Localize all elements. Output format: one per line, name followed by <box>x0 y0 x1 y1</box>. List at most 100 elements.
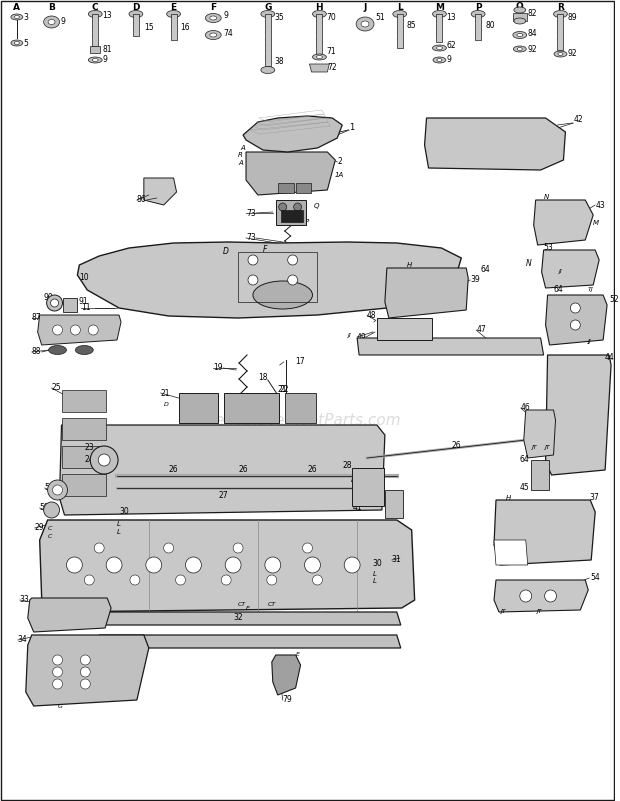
Bar <box>278 183 294 193</box>
Text: 25: 25 <box>51 384 61 392</box>
Ellipse shape <box>433 57 446 63</box>
Bar <box>61 474 106 496</box>
Ellipse shape <box>88 57 102 63</box>
Circle shape <box>570 303 580 313</box>
Text: N: N <box>544 194 549 200</box>
Text: F: F <box>263 245 267 255</box>
Text: 70: 70 <box>326 14 336 22</box>
Text: M: M <box>593 220 599 226</box>
Text: 29: 29 <box>35 524 45 533</box>
Circle shape <box>294 203 301 211</box>
Circle shape <box>175 575 185 585</box>
Ellipse shape <box>517 47 522 50</box>
Polygon shape <box>99 612 401 625</box>
Ellipse shape <box>43 16 60 28</box>
Text: E: E <box>296 653 299 658</box>
Text: L: L <box>373 578 377 584</box>
Circle shape <box>248 275 258 285</box>
Text: 21: 21 <box>161 388 171 397</box>
Circle shape <box>98 454 110 466</box>
Bar <box>63 298 78 312</box>
Text: 3: 3 <box>24 14 29 22</box>
Circle shape <box>248 255 258 265</box>
Text: 52: 52 <box>609 296 619 304</box>
Circle shape <box>84 575 94 585</box>
Text: 64: 64 <box>480 265 490 275</box>
Polygon shape <box>546 355 611 475</box>
Text: 31: 31 <box>392 556 402 565</box>
Text: E: E <box>246 606 250 610</box>
Text: 10: 10 <box>79 273 89 283</box>
Text: 40: 40 <box>377 496 387 505</box>
Ellipse shape <box>210 16 217 20</box>
Text: 48: 48 <box>367 311 377 320</box>
Text: 26: 26 <box>238 465 248 474</box>
Polygon shape <box>78 242 461 318</box>
Text: 22: 22 <box>280 385 290 395</box>
Ellipse shape <box>514 18 526 24</box>
Polygon shape <box>28 598 111 632</box>
Text: 26: 26 <box>169 465 179 474</box>
Circle shape <box>81 655 91 665</box>
Text: L: L <box>117 529 121 535</box>
Ellipse shape <box>205 30 221 39</box>
Text: C: C <box>48 533 52 538</box>
Ellipse shape <box>11 14 23 20</box>
Bar <box>91 46 100 53</box>
Polygon shape <box>38 315 121 345</box>
Bar <box>265 14 271 66</box>
Bar <box>385 490 403 518</box>
Text: 2: 2 <box>337 158 342 167</box>
Ellipse shape <box>316 55 322 58</box>
Ellipse shape <box>436 46 443 50</box>
Ellipse shape <box>210 33 217 37</box>
Text: 5: 5 <box>24 39 29 49</box>
Text: 87: 87 <box>32 313 42 323</box>
Text: 13: 13 <box>102 11 112 21</box>
Text: H: H <box>506 495 511 501</box>
Circle shape <box>53 325 63 335</box>
Text: A: A <box>240 145 245 151</box>
Ellipse shape <box>167 10 180 18</box>
Text: N: N <box>526 260 531 268</box>
Polygon shape <box>425 118 565 170</box>
Text: 92: 92 <box>567 50 577 58</box>
Polygon shape <box>494 540 528 565</box>
Text: 86: 86 <box>137 195 146 204</box>
Text: CT: CT <box>268 602 276 607</box>
Text: 13: 13 <box>446 14 456 22</box>
Text: 82: 82 <box>528 10 538 18</box>
Text: 46: 46 <box>521 404 531 413</box>
Ellipse shape <box>356 17 374 31</box>
Text: 43: 43 <box>595 200 605 210</box>
Bar <box>61 390 106 412</box>
Circle shape <box>88 325 98 335</box>
Polygon shape <box>243 116 342 152</box>
Text: 24: 24 <box>84 456 94 465</box>
Bar <box>397 14 403 48</box>
Polygon shape <box>534 200 593 245</box>
Text: 53: 53 <box>544 244 554 252</box>
Ellipse shape <box>11 40 23 46</box>
Text: TG: TG <box>129 646 138 650</box>
Text: F: F <box>210 2 216 11</box>
Text: H: H <box>316 2 323 11</box>
Text: 28: 28 <box>342 461 352 469</box>
Circle shape <box>520 590 532 602</box>
Text: D: D <box>164 401 169 406</box>
Ellipse shape <box>393 10 407 18</box>
Text: JT: JT <box>531 445 536 450</box>
Text: 9: 9 <box>446 55 451 65</box>
Text: 26: 26 <box>451 441 461 449</box>
Text: 51: 51 <box>375 14 384 22</box>
Ellipse shape <box>513 46 526 52</box>
Text: 1: 1 <box>349 123 355 132</box>
Text: 74: 74 <box>223 30 233 38</box>
Circle shape <box>53 485 63 495</box>
Text: 84: 84 <box>528 30 538 38</box>
Text: D: D <box>132 2 140 11</box>
Text: 58: 58 <box>45 484 55 493</box>
Text: 47: 47 <box>476 325 486 335</box>
Circle shape <box>81 667 91 677</box>
Text: eReplacementParts.com: eReplacementParts.com <box>214 413 401 428</box>
